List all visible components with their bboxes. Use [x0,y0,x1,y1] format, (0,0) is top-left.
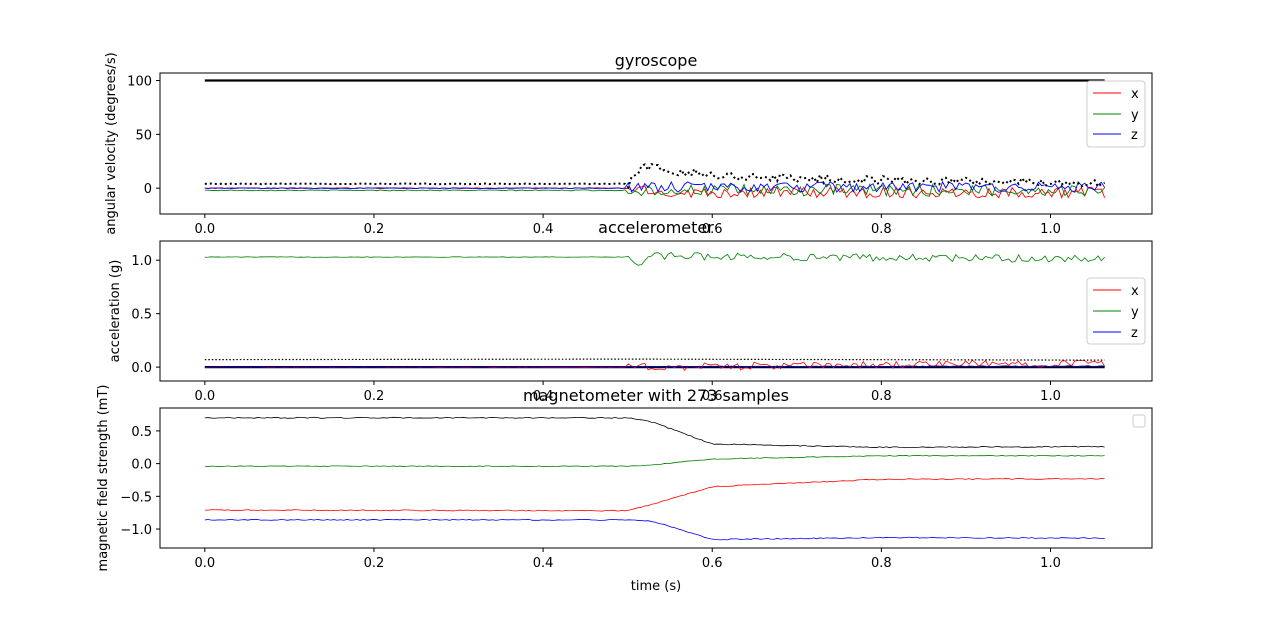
accelerometer-title: accelerometer [598,218,714,237]
accelerometer-x-tick-label: 0.4 [533,389,554,404]
accelerometer-legend-z-label: z [1131,326,1138,341]
magnetometer-y-tick-label: −0.5 [120,490,152,505]
magnetometer-x-tick-label: 0.4 [533,556,554,571]
magnetometer-legend-box [1132,414,1146,428]
gyroscope-y-tick-label: 0 [144,182,152,197]
magnetometer-series-line-3 [204,477,1105,512]
gyroscope-x-tick-label: 0.4 [533,222,554,237]
magnetometer-axes-frame [159,407,1153,549]
gyroscope-plot-area: 0.0 0.2 0.4 0.6 0.8 1.0 0 50 100 [127,72,1153,237]
accelerometer-y-tick-label: 0.0 [131,361,152,376]
gyroscope-x-tick-label: 0.2 [364,222,385,237]
gyroscope-title: gyroscope [615,51,698,70]
magnetometer-series-line-2 [204,454,1105,468]
magnetometer-series-line-4 [204,518,1105,541]
accelerometer-x-tick-label: 1.0 [1040,389,1061,404]
magnetometer-lines [204,416,1105,541]
gyroscope-y-tick-label: 100 [127,75,152,90]
magnetometer-title: magnetometer with 273 samples [523,386,789,405]
magnetometer-y-tick-label: 0.5 [131,425,152,440]
accelerometer-magnitude-line [204,358,1105,361]
gyroscope-x-tick-label: 0.0 [194,222,215,237]
accelerometer-y-tick-label: 0.5 [131,308,152,323]
magnetometer-y-tick-label: 0.0 [131,458,152,473]
magnetometer-x-tick-label: 0.6 [702,556,723,571]
magnetometer-x-tick-label: 0.2 [364,556,385,571]
accelerometer-y-axis-label: acceleration (g) [108,260,123,363]
accelerometer-legend-x-label: x [1131,284,1139,299]
gyroscope-y-axis-label: angular velocity (degrees/s) [104,52,119,234]
gyroscope-y-tick-label: 50 [135,128,152,143]
accelerometer-lines [204,251,1105,371]
accelerometer-x-tick-label: 0.0 [194,389,215,404]
gyroscope-legend: x y z [1086,80,1146,148]
magnetometer-x-tick-label: 1.0 [1040,556,1061,571]
gyroscope-legend-y-label: y [1131,108,1139,123]
accelerometer-axes-frame [159,240,1153,382]
accelerometer-plot-area: 0.0 0.2 0.4 0.6 0.8 1.0 0.0 0.5 1.0 [131,240,1153,404]
magnetometer-x-tick-label: 0.8 [871,556,892,571]
accelerometer-series-z [204,365,1105,368]
accelerometer-legend-y-label: y [1131,305,1139,320]
gyroscope-subplot: 0.0 0.2 0.4 0.6 0.8 1.0 0 50 100 gyroscope angul… [104,51,1153,237]
gyroscope-x-tick-label: 0.6 [702,222,723,237]
accelerometer-subplot: 0.0 0.2 0.4 0.6 0.8 1.0 0.0 0.5 1.0 acceleromete… [108,218,1153,404]
gyroscope-legend-x-label: x [1131,87,1139,102]
accelerometer-x-tick-label: 0.2 [364,389,385,404]
magnetometer-series-line-1 [204,416,1105,449]
magnetometer-subplot: 0.0 0.2 0.4 0.6 0.8 1.0 −1.0 −0.5 0.0 0.5 magneto… [96,385,1153,572]
accelerometer-x-tick-label: 0.6 [702,389,723,404]
accelerometer-series-y [204,251,1105,266]
gyroscope-x-tick-label: 0.8 [871,222,892,237]
accelerometer-legend: x y z [1086,277,1146,345]
accelerometer-y-tick-label: 1.0 [131,254,152,269]
gyroscope-axes-frame [159,72,1153,215]
magnetometer-x-tick-label: 0.0 [194,556,215,571]
gyroscope-magnitude-line [204,163,1106,190]
gyroscope-lines [204,79,1106,200]
gyroscope-x-tick-label: 1.0 [1040,222,1061,237]
magnetometer-y-tick-label: −1.0 [120,523,152,538]
x-axis-label: time (s) [631,579,681,594]
accelerometer-x-tick-label: 0.8 [871,389,892,404]
gyroscope-series-y [204,183,1105,198]
gyroscope-legend-z-label: z [1131,128,1138,143]
gyroscope-series-z [204,180,1106,193]
magnetometer-plot-area: 0.0 0.2 0.4 0.6 0.8 1.0 −1.0 −0.5 0.0 0.5 [120,407,1153,571]
magnetometer-legend [1132,414,1146,428]
magnetometer-y-axis-label: magnetic field strength (mT) [96,385,111,572]
